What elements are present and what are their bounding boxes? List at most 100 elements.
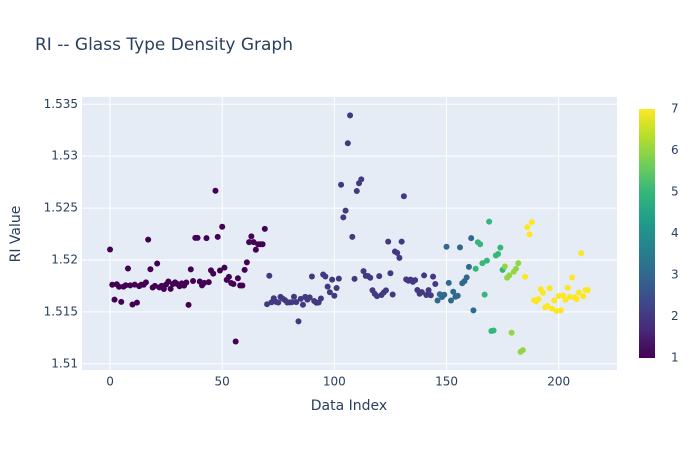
point	[448, 297, 455, 304]
point	[127, 282, 134, 289]
point	[335, 275, 342, 282]
point	[243, 259, 250, 266]
point	[551, 297, 558, 304]
point	[443, 243, 450, 250]
point	[385, 238, 392, 245]
x-tick-label: 150	[435, 375, 458, 389]
point	[183, 279, 190, 286]
colorbar-tick-label: 5	[671, 185, 679, 199]
point	[118, 298, 125, 305]
point	[353, 188, 360, 195]
point	[575, 289, 582, 296]
point	[513, 265, 520, 272]
point	[394, 249, 401, 256]
point	[129, 301, 136, 308]
point	[264, 301, 271, 308]
point	[526, 231, 533, 238]
point	[423, 292, 430, 299]
point	[306, 294, 313, 301]
point	[344, 140, 351, 147]
point	[288, 299, 295, 306]
point	[116, 283, 123, 290]
point	[389, 291, 396, 298]
point	[210, 270, 217, 277]
point	[468, 235, 475, 242]
point	[546, 285, 553, 292]
point	[331, 292, 338, 299]
point	[190, 278, 197, 285]
point	[295, 318, 302, 325]
point	[317, 295, 324, 302]
point	[147, 266, 154, 273]
point	[261, 225, 268, 232]
point	[349, 233, 356, 240]
point	[548, 305, 555, 312]
point	[450, 288, 457, 295]
point	[472, 265, 479, 272]
point	[486, 218, 493, 225]
point	[481, 291, 488, 298]
point	[248, 233, 255, 240]
point	[203, 235, 210, 242]
point	[275, 299, 282, 306]
point	[239, 282, 246, 289]
point	[515, 260, 522, 267]
point	[544, 303, 551, 310]
point	[167, 285, 174, 292]
point	[194, 234, 201, 241]
point	[160, 286, 167, 293]
point	[367, 274, 374, 281]
point	[259, 241, 266, 248]
point	[326, 289, 333, 296]
point	[495, 250, 502, 257]
y-tick-label: 1.51	[51, 356, 78, 370]
y-axis-title: RI Value	[8, 206, 24, 263]
point	[154, 260, 161, 267]
point	[214, 233, 221, 240]
point	[479, 260, 486, 267]
point	[427, 292, 434, 299]
point	[111, 296, 118, 303]
chart-title: RI -- Glass Type Density Graph	[35, 35, 293, 55]
point	[573, 296, 580, 303]
point	[185, 301, 192, 308]
point	[454, 292, 461, 299]
point	[519, 347, 526, 354]
point	[338, 181, 345, 188]
point	[400, 193, 407, 200]
point	[373, 293, 380, 300]
point	[329, 276, 336, 283]
y-tick-label: 1.53	[51, 149, 78, 163]
plot-area	[82, 97, 617, 370]
point	[219, 223, 226, 230]
point	[501, 263, 508, 270]
colorbar-tick-label: 1	[671, 351, 679, 365]
point	[553, 308, 560, 315]
point	[557, 307, 564, 314]
point	[230, 280, 237, 287]
point	[456, 244, 463, 251]
colorbar-tick-label: 2	[671, 309, 679, 323]
point	[376, 273, 383, 280]
x-axis-title: Data Index	[311, 398, 387, 414]
point	[421, 272, 428, 279]
point	[299, 301, 306, 308]
point	[412, 277, 419, 284]
point	[425, 287, 432, 294]
x-tick-label: 100	[323, 375, 346, 389]
point	[539, 289, 546, 296]
point	[250, 239, 257, 246]
point	[109, 281, 116, 288]
y-tick-label: 1.525	[44, 201, 78, 215]
point	[562, 296, 569, 303]
point	[266, 272, 273, 279]
x-tick-label: 50	[215, 375, 230, 389]
point	[382, 287, 389, 294]
point	[340, 214, 347, 221]
point	[241, 266, 248, 273]
point	[477, 241, 484, 248]
point	[347, 112, 354, 119]
point	[324, 283, 331, 290]
point	[535, 296, 542, 303]
point	[342, 207, 349, 214]
